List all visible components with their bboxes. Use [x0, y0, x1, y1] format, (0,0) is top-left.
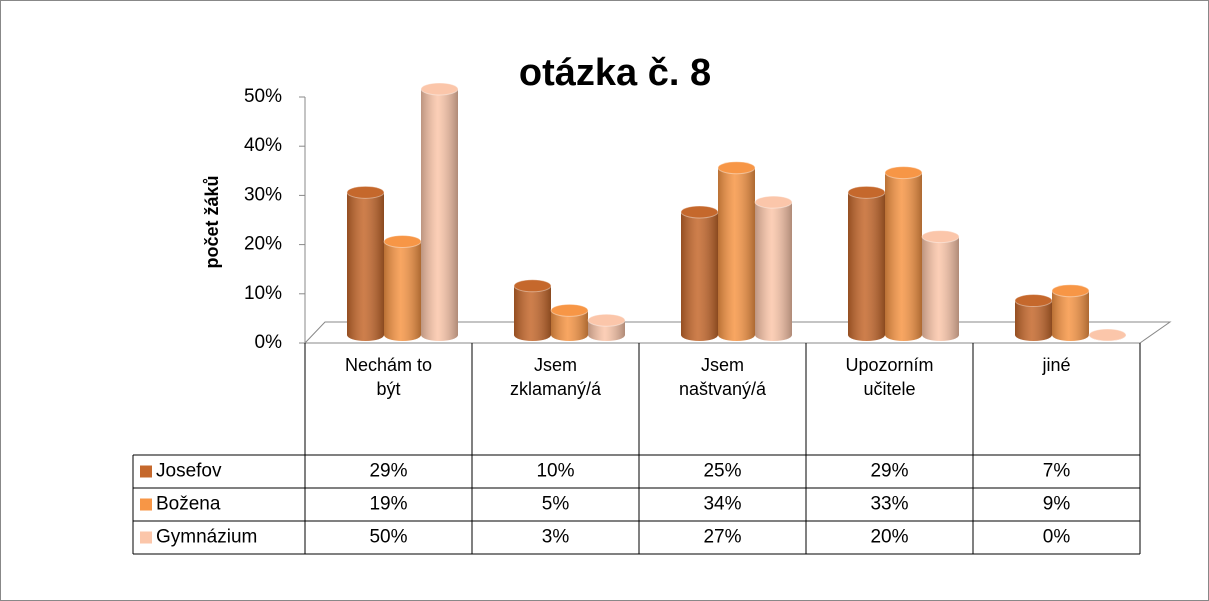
y-tick-label: 30% — [244, 184, 282, 205]
y-axis-label: počet žáků — [202, 175, 222, 268]
legend-label: Gymnázium — [156, 527, 257, 548]
bar-cap — [383, 235, 422, 249]
category-cell: Upozorním učitele — [845, 355, 934, 399]
bar-shade — [718, 167, 755, 341]
legend-key — [140, 498, 152, 511]
bar-cap — [550, 303, 589, 317]
legend-label: Božena — [156, 494, 221, 515]
bar-shade — [384, 241, 421, 341]
y-tick-label: 20% — [244, 234, 282, 255]
bar-cap — [1051, 284, 1090, 298]
data-label: 0% — [1043, 527, 1071, 548]
x-tick-label: Upozorním učitele — [845, 355, 934, 399]
y-tick-label: 50% — [244, 86, 282, 107]
data-label: 25% — [703, 461, 741, 482]
bar-shade — [1015, 300, 1052, 341]
bar-shade — [922, 236, 959, 341]
bar-cap — [587, 313, 626, 327]
bar-shade — [1052, 290, 1089, 341]
bar-cap — [884, 166, 923, 180]
bar-shade — [551, 310, 588, 341]
x-tick-label: Jsem naštvaný/á — [678, 355, 767, 399]
y-tick-label: 40% — [244, 135, 282, 156]
bar-shade — [848, 192, 885, 341]
y-tick-label: 0% — [255, 332, 283, 353]
bar-cap — [847, 185, 886, 199]
bar-shade — [347, 192, 384, 341]
data-label: 27% — [703, 527, 741, 548]
data-label: 20% — [870, 527, 908, 548]
bar-cap — [513, 279, 552, 293]
x-tick-label: Nechám to být — [344, 355, 433, 399]
data-label: 5% — [542, 494, 570, 515]
bar-cap — [921, 230, 960, 244]
data-label: 10% — [536, 461, 574, 482]
legend-key — [140, 465, 152, 478]
x-tick-label: Jsem zklamaný/á — [509, 355, 602, 399]
data-label: 19% — [369, 494, 407, 515]
bar-cap — [717, 161, 756, 175]
y-tick-label: 10% — [244, 283, 282, 304]
category-cell: Jsem naštvaný/á — [678, 355, 767, 399]
category-cell: jiné — [1042, 355, 1071, 375]
category-cell: Jsem zklamaný/á — [509, 355, 602, 399]
legend-key — [140, 531, 152, 544]
data-label: 7% — [1043, 461, 1071, 482]
bar-cap — [754, 195, 793, 209]
bar-shade — [885, 172, 922, 341]
data-label: 50% — [369, 527, 407, 548]
x-tick-label: jiné — [1042, 355, 1071, 375]
data-label: 34% — [703, 494, 741, 515]
bar-cap — [420, 82, 459, 96]
data-label: 9% — [1043, 494, 1071, 515]
bar-shade — [421, 89, 458, 341]
data-label: 3% — [542, 527, 570, 548]
bar-shade — [755, 202, 792, 341]
bar-shade — [514, 285, 551, 341]
legend-label: Josefov — [156, 461, 222, 482]
bar-cap — [680, 205, 719, 219]
data-label: 33% — [870, 494, 908, 515]
bar-cap — [346, 185, 385, 199]
bar-cap — [1014, 294, 1053, 308]
bar-cap — [1088, 328, 1127, 342]
data-label: 29% — [369, 461, 407, 482]
chart-title: otázka č. 8 — [519, 52, 711, 94]
bar-shade — [681, 212, 718, 341]
category-cell: Nechám to být — [344, 355, 433, 399]
data-label: 29% — [870, 461, 908, 482]
